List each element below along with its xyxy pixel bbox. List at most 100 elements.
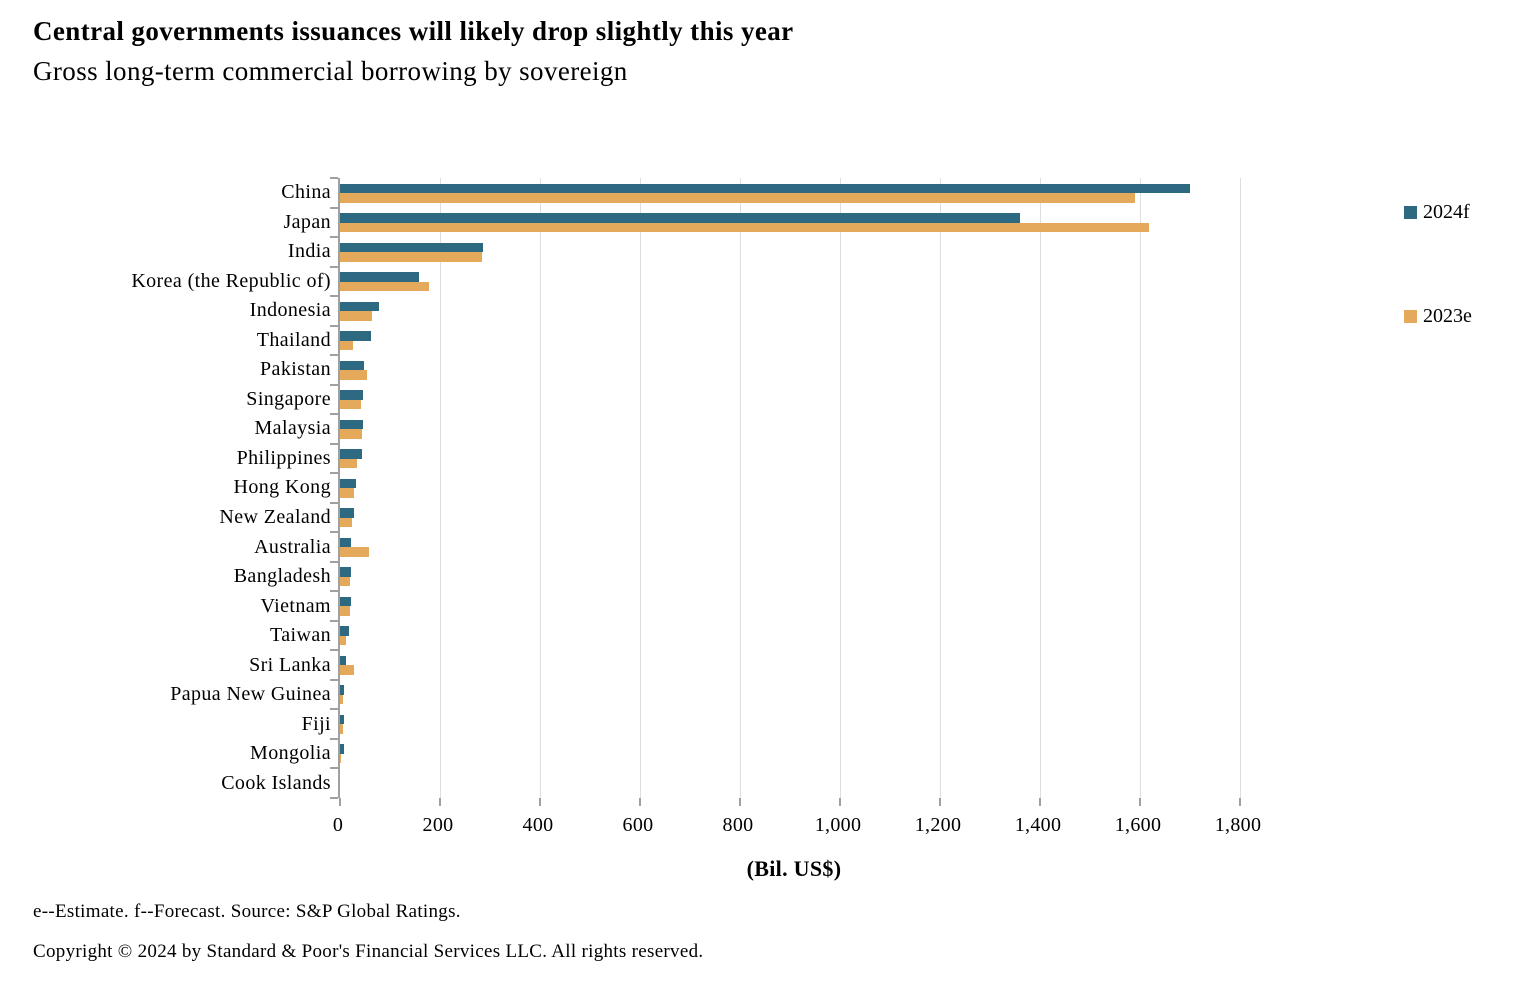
legend-swatch-2024f-icon	[1404, 206, 1417, 219]
bar-2024f-singapore	[340, 390, 363, 400]
y-axis-tick	[330, 354, 338, 357]
x-tick-label: 1,600	[1114, 814, 1162, 836]
bar-2024f-indonesia	[340, 301, 379, 312]
legend: 2024f 2023e	[1404, 201, 1472, 328]
y-axis-tick	[330, 619, 338, 622]
bar-2023e-bangladesh	[340, 576, 350, 587]
y-axis-tick	[330, 324, 338, 327]
bar-2023e-pakistan	[340, 370, 367, 380]
bar-2024f-japan	[340, 213, 1020, 223]
x-axis-tick	[339, 798, 341, 806]
category-label: Indonesia	[249, 299, 331, 322]
bar-2023e-mongolia	[340, 753, 341, 764]
category-label: Japan	[283, 210, 331, 233]
y-axis-tick	[330, 767, 338, 770]
category-label: Hong Kong	[233, 476, 331, 499]
bar-2024f-bangladesh	[340, 567, 351, 577]
x-tick-label: 600	[622, 814, 654, 836]
bar-2024f-india	[340, 242, 483, 253]
bar-2023e-philippines	[340, 458, 357, 469]
y-axis-tick	[330, 560, 338, 563]
category-label: Sri Lanka	[249, 653, 331, 676]
plot-area	[330, 177, 1250, 806]
bar-2023e-china	[340, 193, 1135, 203]
x-tick-label: 1,400	[1014, 814, 1062, 836]
bar-2024f-thailand	[340, 331, 371, 341]
bar-2024f-vietnam	[340, 596, 351, 607]
bar-2023e-indonesia	[340, 311, 372, 321]
gridline	[740, 178, 741, 798]
x-tick-label: 1,800	[1214, 814, 1262, 836]
y-axis-tick	[330, 531, 338, 534]
y-axis-tick	[330, 177, 338, 179]
x-tick-label: 200	[422, 814, 454, 836]
bar-2024f-sri-lanka	[340, 655, 346, 666]
category-label: India	[287, 240, 331, 263]
legend-label-2024f: 2024f	[1423, 201, 1470, 223]
x-axis-tick	[1039, 798, 1041, 806]
category-label: Cook Islands	[221, 771, 331, 794]
bar-2023e-thailand	[340, 340, 353, 351]
category-label: Vietnam	[260, 594, 331, 617]
x-axis-tick	[639, 798, 641, 806]
bar-2024f-philippines	[340, 449, 362, 459]
chart-subtitle: Gross long-term commercial borrowing by …	[33, 56, 628, 86]
y-axis-tick	[330, 797, 338, 799]
gridline	[1040, 178, 1041, 798]
bar-2023e-singapore	[340, 399, 361, 410]
x-tick-label: 800	[722, 814, 754, 836]
y-axis-tick	[330, 413, 338, 416]
x-axis-tick	[839, 798, 841, 806]
gridline	[1240, 178, 1241, 798]
bar-2023e-sri-lanka	[340, 665, 354, 675]
bar-2024f-australia	[340, 537, 351, 548]
category-label: Papua New Guinea	[170, 683, 331, 706]
category-label: Mongolia	[250, 742, 331, 765]
category-labels: China Japan India Korea (the Republic of) In…	[0, 178, 331, 798]
bar-2023e-taiwan	[340, 635, 346, 646]
x-axis-tick-labels: 0 200 400 600 800 1,000 1,200 1,400 1,600 1,800	[0, 814, 1528, 842]
y-axis-tick	[330, 649, 338, 652]
gridline	[540, 178, 541, 798]
legend-swatch-2023e-icon	[1404, 310, 1417, 323]
category-label: Australia	[254, 535, 331, 558]
y-axis-tick	[330, 265, 338, 268]
bar-2023e-vietnam	[340, 606, 350, 616]
legend-item-2023e: 2023e	[1404, 305, 1472, 328]
bar-2023e-fiji	[340, 724, 343, 734]
source-note: e--Estimate. f--Forecast. Source: S&P Gl…	[33, 901, 461, 922]
gridline	[640, 178, 641, 798]
y-axis-tick	[330, 442, 338, 445]
x-tick-label: 1,000	[814, 814, 862, 836]
category-label: Singapore	[246, 387, 331, 410]
x-tick-label: 0	[332, 814, 344, 836]
x-axis-tick	[539, 798, 541, 806]
bar-2023e-new-zealand	[340, 517, 352, 528]
gridline	[840, 178, 841, 798]
x-tick-label: 400	[522, 814, 554, 836]
bar-2023e-papua-new-guinea	[340, 694, 343, 705]
bar-2024f-hong-kong	[340, 478, 356, 489]
bar-2023e-australia	[340, 547, 369, 557]
legend-item-2024f: 2024f	[1404, 201, 1472, 224]
gridline	[1140, 178, 1141, 798]
bar-2024f-papua-new-guinea	[340, 685, 344, 695]
bar-2024f-malaysia	[340, 419, 363, 430]
y-axis-tick	[330, 678, 338, 681]
x-axis-tick	[939, 798, 941, 806]
bar-2024f-new-zealand	[340, 508, 354, 518]
bar-2024f-korea-the-republic-of-	[340, 272, 419, 282]
bar-2023e-japan	[340, 222, 1149, 233]
category-label: New Zealand	[219, 506, 331, 528]
x-axis-tick	[739, 798, 741, 806]
copyright-note: Copyright © 2024 by Standard & Poor's Fi…	[33, 941, 704, 962]
x-axis-tick	[439, 798, 441, 806]
bar-2024f-pakistan	[340, 360, 364, 371]
bar-2024f-fiji	[340, 714, 344, 725]
chart-title: Central governments issuances will likel…	[33, 16, 794, 46]
y-axis-tick	[330, 472, 338, 475]
y-axis-tick	[330, 206, 338, 209]
y-axis-tick	[330, 236, 338, 239]
y-axis-tick	[330, 383, 338, 386]
